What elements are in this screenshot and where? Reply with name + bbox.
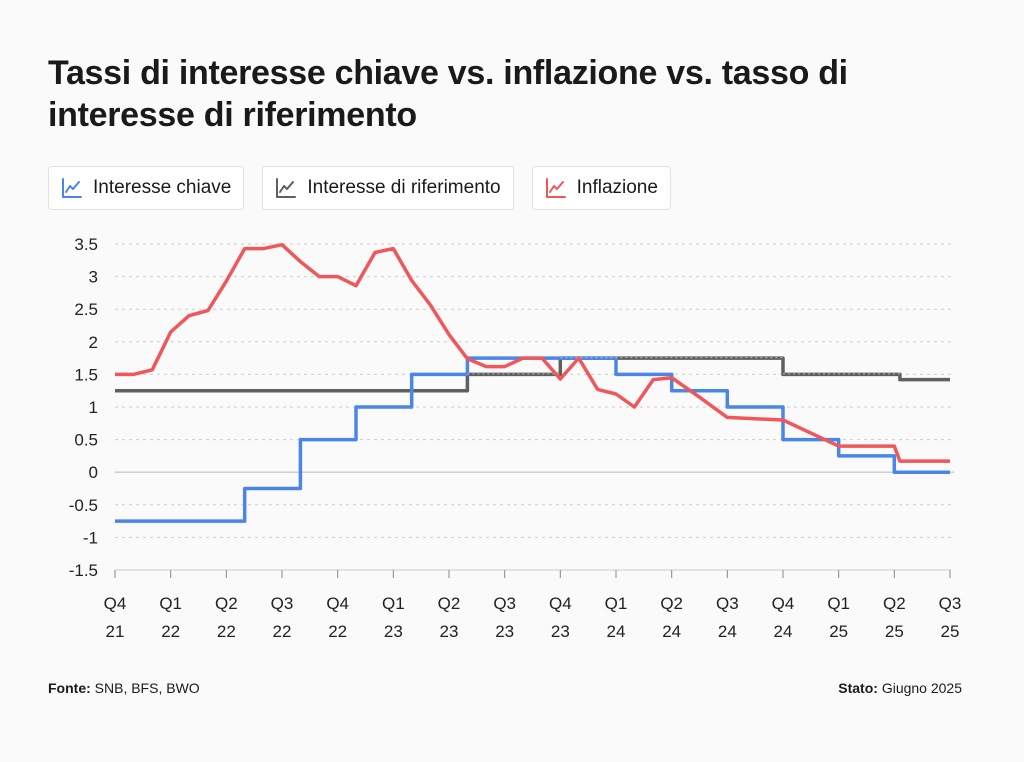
x-tick-label-year: 22: [217, 622, 236, 641]
x-tick-label-year: 24: [718, 622, 737, 641]
x-tick-label-quarter: Q3: [939, 594, 962, 613]
x-tick-label-quarter: Q1: [382, 594, 405, 613]
status-label: Stato:: [838, 680, 878, 696]
legend-label: Inflazione: [576, 177, 658, 198]
y-tick-label: 3.5: [74, 235, 98, 254]
legend-item-interesse-chiave[interactable]: Interesse chiave: [48, 166, 245, 210]
y-tick-label: -1.5: [69, 561, 98, 580]
x-tick-label-quarter: Q4: [104, 594, 127, 613]
y-tick-label: 0: [89, 463, 98, 482]
y-tick-label: -0.5: [69, 496, 98, 515]
footer-source: Fonte: SNB, BFS, BWO: [48, 680, 200, 696]
x-tick-label-year: 23: [551, 622, 570, 641]
legend-label: Interesse di riferimento: [307, 177, 501, 198]
line-chart-icon: [545, 177, 567, 199]
x-tick-label-quarter: Q1: [605, 594, 628, 613]
series-line-interesse-di-riferimento: [115, 356, 950, 393]
footer-status: Stato: Giugno 2025: [838, 680, 962, 696]
chart-legend: Interesse chiave Interesse di riferiment…: [48, 166, 671, 210]
x-tick-label-year: 21: [106, 622, 125, 641]
x-tick-label-quarter: Q2: [215, 594, 238, 613]
line-chart-icon: [61, 177, 83, 199]
source-label: Fonte:: [48, 680, 91, 696]
line-chart-icon: [275, 177, 297, 199]
x-tick-label-quarter: Q4: [772, 594, 795, 613]
x-tick-label-year: 23: [384, 622, 403, 641]
y-tick-label: 3: [89, 268, 98, 287]
legend-item-interesse-riferimento[interactable]: Interesse di riferimento: [262, 166, 514, 210]
x-tick-label-quarter: Q3: [271, 594, 294, 613]
x-tick-label-year: 23: [440, 622, 459, 641]
x-tick-label-year: 25: [941, 622, 960, 641]
x-tick-label-quarter: Q4: [326, 594, 349, 613]
status-value: Giugno 2025: [881, 680, 962, 696]
x-tick-label-year: 24: [662, 622, 681, 641]
x-tick-label-quarter: Q1: [159, 594, 182, 613]
x-tick-label-year: 25: [885, 622, 904, 641]
y-tick-label: -1: [83, 528, 98, 547]
x-tick-label-year: 22: [328, 622, 347, 641]
x-tick-label-year: 24: [607, 622, 626, 641]
y-tick-label: 1: [89, 398, 98, 417]
chart-title: Tassi di interesse chiave vs. inflazione…: [48, 54, 848, 134]
x-tick-label-quarter: Q4: [549, 594, 572, 613]
x-tick-label-quarter: Q2: [883, 594, 906, 613]
y-tick-label: 0.5: [74, 431, 98, 450]
y-tick-label: 2: [89, 333, 98, 352]
x-tick-label-quarter: Q2: [438, 594, 461, 613]
x-tick-label-year: 23: [495, 622, 514, 641]
x-tick-label-year: 25: [829, 622, 848, 641]
x-tick-label-quarter: Q1: [827, 594, 850, 613]
y-tick-label: 2.5: [74, 300, 98, 319]
legend-item-inflazione[interactable]: Inflazione: [531, 166, 671, 210]
y-tick-label: 1.5: [74, 365, 98, 384]
x-tick-label-quarter: Q3: [493, 594, 516, 613]
x-tick-label-quarter: Q2: [660, 594, 683, 613]
x-tick-label-quarter: Q3: [716, 594, 739, 613]
series-line-inflazione: [115, 242, 950, 463]
source-value: SNB, BFS, BWO: [94, 680, 200, 696]
series-line-interesse-chiave: [115, 356, 950, 523]
x-tick-label-year: 22: [273, 622, 292, 641]
legend-label: Interesse chiave: [93, 177, 232, 198]
x-tick-label-year: 24: [774, 622, 793, 641]
x-tick-label-year: 22: [161, 622, 180, 641]
